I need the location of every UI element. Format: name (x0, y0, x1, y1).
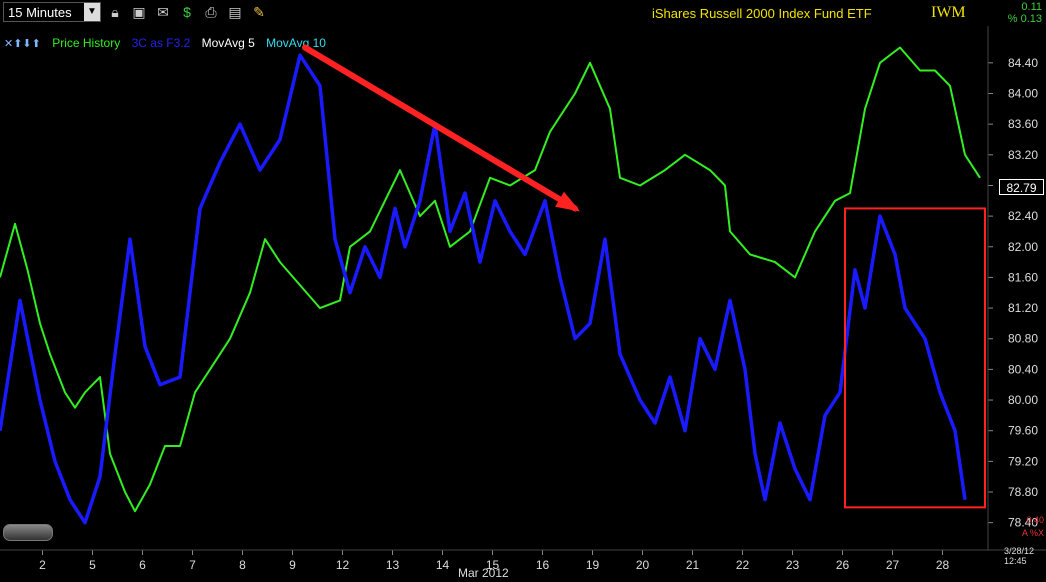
y-tick-label: 79.60 (1008, 424, 1038, 438)
toolbar: 15 Minutes ▼ 🔒︎ ▣ ✉ $ ⎙ ▤ ✎ iShares Russ… (0, 0, 1046, 26)
card-icon[interactable]: ▤ (228, 4, 242, 20)
x-tick-label: 9 (289, 558, 296, 572)
trend-arrow-head (555, 191, 581, 212)
x-tick-label: 7 (189, 558, 196, 572)
x-tick-label: 5 (89, 558, 96, 572)
y-tick-label: 79.20 (1008, 454, 1038, 468)
pencil-icon[interactable]: ✎ (253, 4, 265, 20)
chart-legend: ✕⬆⬇⬆ Price History 3C as F3.2 MovAvg 5 M… (4, 36, 334, 50)
current-price-badge: 82.79 (999, 179, 1044, 195)
y-tick-label: 81.20 (1008, 301, 1038, 315)
y-tick-label: 83.60 (1008, 117, 1038, 131)
y-tick-label: 78.40 (1008, 516, 1038, 530)
scrollbar-thumb[interactable] (3, 524, 53, 541)
fund-name: iShares Russell 2000 Index Fund ETF (652, 6, 872, 21)
mail-icon[interactable]: ✉ (157, 4, 169, 20)
timestamp: 3/28/12 12:45 (1004, 546, 1035, 566)
interval-label: 15 Minutes (8, 5, 72, 20)
save-icon[interactable]: ▣ (132, 4, 146, 20)
sub-flags: A %X (1021, 528, 1044, 538)
price-history-line (0, 46, 981, 513)
x-tick-label: 19 (586, 558, 600, 572)
legend-ma5[interactable]: MovAvg 5 (201, 36, 255, 50)
divergence-box (844, 207, 986, 509)
lock-icon[interactable]: 🔒︎ (111, 4, 119, 20)
indicator-line (0, 53, 967, 525)
legend-ma10[interactable]: MovAvg 10 (266, 36, 326, 50)
legend-indicator[interactable]: 3C as F3.2 (131, 36, 191, 50)
x-tick-label: 15 (486, 558, 500, 572)
x-tick-label: 21 (686, 558, 700, 572)
legend-arrows[interactable]: ✕⬆⬇⬆ (4, 38, 41, 50)
x-tick-label: 14 (436, 558, 450, 572)
legend-price-history[interactable]: Price History (52, 36, 121, 50)
y-tick-label: 82.40 (1008, 209, 1038, 223)
x-tick-label: 8 (239, 558, 246, 572)
x-tick-label: 20 (636, 558, 650, 572)
y-tick-label: 80.80 (1008, 332, 1038, 346)
y-tick-label: 84.00 (1008, 86, 1038, 100)
change-value: 0.11 (1021, 1, 1042, 13)
change-readout: 0.11 % 0.13 (1008, 1, 1042, 25)
trend-arrow-line (302, 44, 578, 212)
x-tick-label: 27 (886, 558, 900, 572)
price-chart: 84.4084.0083.6083.2082.8082.4082.0081.60… (0, 26, 1046, 572)
chevron-down-icon[interactable]: ▼ (84, 3, 100, 21)
ticker-symbol: IWM (931, 4, 966, 21)
y-tick-label: 81.60 (1008, 270, 1038, 284)
month-label: Mar 2012 (458, 566, 509, 580)
x-tick-label: 26 (836, 558, 850, 572)
y-tick-label: 83.20 (1008, 148, 1038, 162)
interval-select[interactable]: 15 Minutes ▼ (3, 2, 101, 22)
sub-readout: 0.40 A %X (1022, 514, 1044, 540)
x-tick-label: 12 (336, 558, 350, 572)
y-tick-label: 80.00 (1008, 393, 1038, 407)
change-percent: % 0.13 (1007, 13, 1042, 25)
y-tick-label: 80.40 (1008, 362, 1038, 376)
y-tick-label: 78.80 (1008, 485, 1038, 499)
x-tick-label: 2 (39, 558, 46, 572)
x-tick-label: 16 (536, 558, 550, 572)
y-tick-label: 84.40 (1008, 56, 1038, 70)
x-tick-label: 28 (936, 558, 950, 572)
sub-value: 0.40 (1026, 515, 1044, 525)
x-tick-label: 23 (786, 558, 800, 572)
y-tick-label: 82.00 (1008, 240, 1038, 254)
x-tick-label: 22 (736, 558, 750, 572)
x-tick-label: 13 (386, 558, 400, 572)
dollar-icon[interactable]: $ (183, 4, 191, 20)
print-icon[interactable]: ⎙ (205, 4, 217, 20)
x-tick-label: 6 (139, 558, 146, 572)
